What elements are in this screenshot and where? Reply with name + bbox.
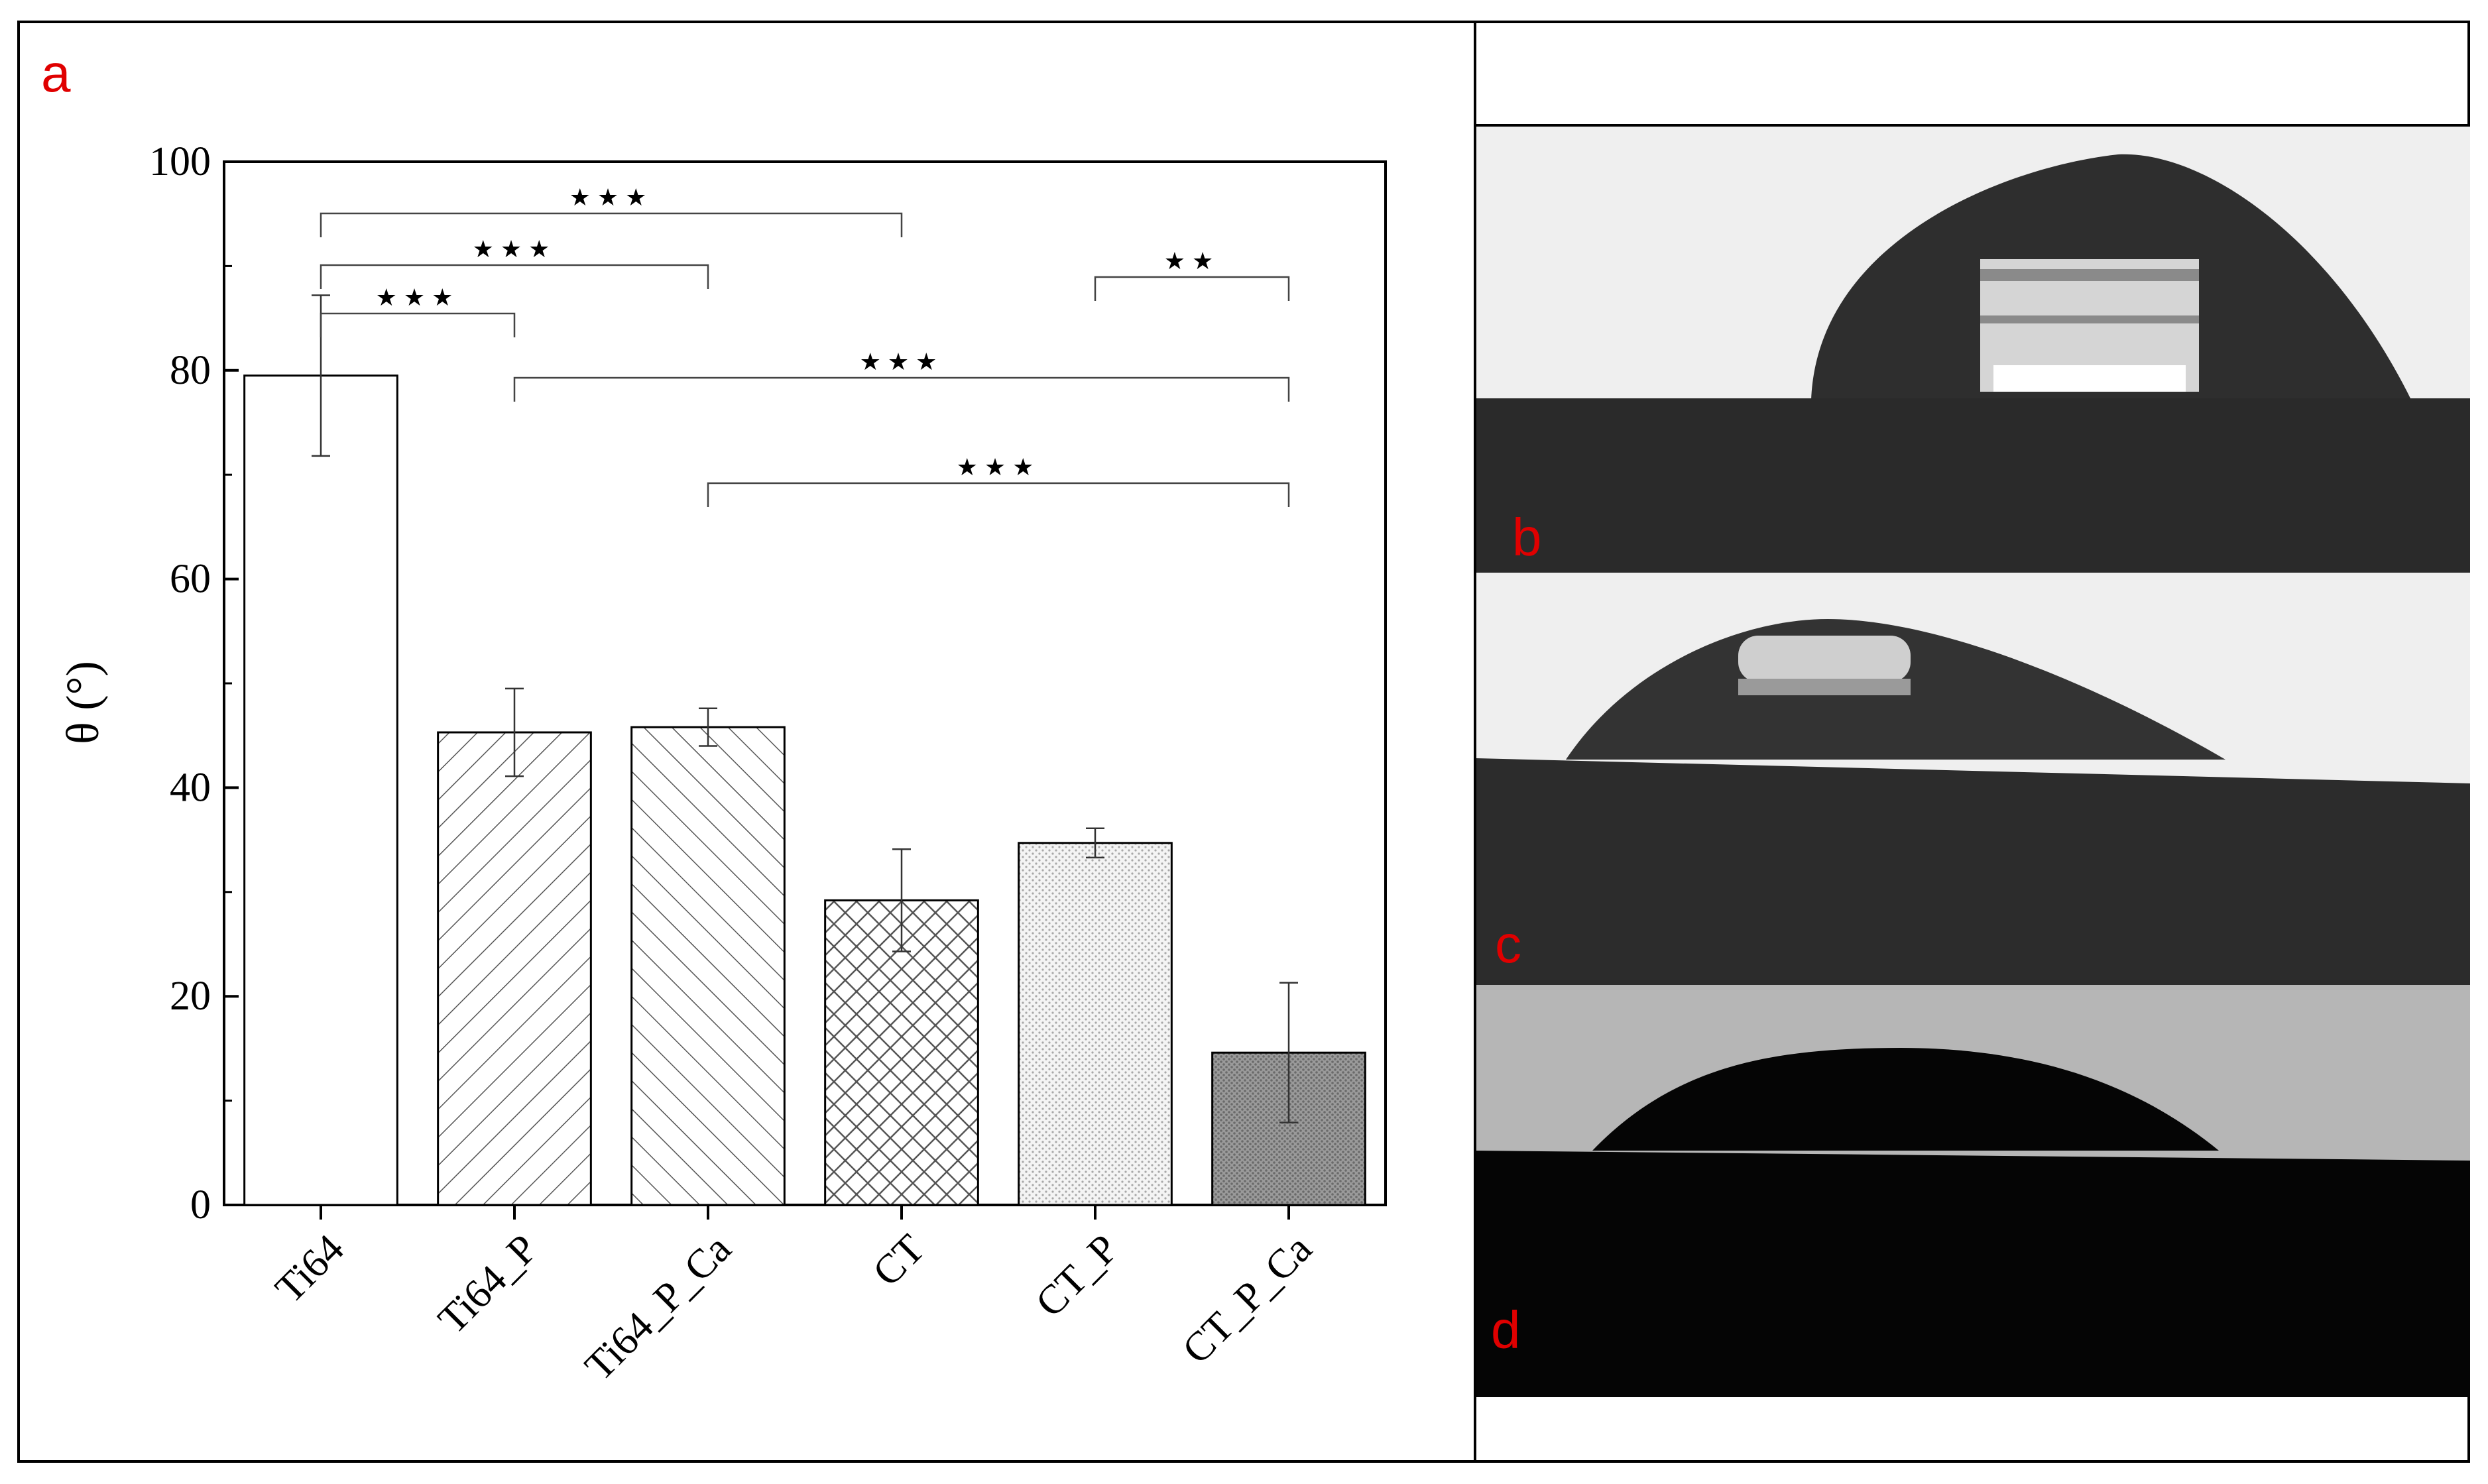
panel-label-a: a [41, 44, 71, 103]
panel-label-c: c [1495, 915, 1521, 974]
significance-stars: ★★★ [957, 454, 1041, 481]
y-tick-label: 0 [190, 1182, 211, 1227]
y-tick-label: 80 [170, 348, 211, 393]
bar-ti64 [243, 374, 398, 1206]
panel-label-d: d [1491, 1300, 1521, 1359]
x-tick-label: Ti64_P [430, 1226, 546, 1343]
significance-stars: ★★★ [860, 349, 944, 376]
significance-stars: ★★★ [376, 284, 460, 312]
x-tick-label: Ti64_P_Ca [577, 1226, 740, 1389]
significance-stars: ★★★ [473, 236, 557, 263]
significance-bracket [513, 376, 1290, 402]
droplet-photo-c: c [1476, 573, 2470, 985]
droplet-photo-b: b [1476, 127, 2470, 573]
contact-angle-bar-chart: a 0 20 40 60 80 100 Ti64 Ti64_P Ti64_P_Ca CT CT_P C… [41, 44, 1387, 1389]
y-tick-label: 20 [170, 974, 211, 1019]
significance-bracket [1094, 276, 1290, 301]
x-tick-label: CT_P [1027, 1226, 1126, 1326]
panel-label-b: b [1512, 508, 1542, 567]
x-tick-label: Ti64 [267, 1226, 353, 1312]
droplet-photo-d: d [1476, 985, 2470, 1397]
panel-divider-horizontal [1474, 124, 2470, 127]
significance-bracket [320, 264, 709, 289]
significance-bracket [320, 212, 903, 237]
significance-bracket [707, 482, 1290, 507]
x-tick-label: CT_P_Ca [1174, 1226, 1321, 1373]
significance-bracket [320, 312, 516, 337]
bar-ti64_p_ca [630, 726, 786, 1206]
x-tick-label: CT [864, 1226, 933, 1295]
y-tick-label: 60 [170, 557, 211, 602]
significance-stars: ★★★ [569, 184, 654, 211]
y-tick-label: 40 [170, 765, 211, 810]
bar-ct_p [1018, 842, 1173, 1206]
y-axis-label: θ (°) [58, 661, 109, 744]
panel-divider-vertical [1474, 21, 1476, 1463]
significance-stars: ★★ [1164, 248, 1220, 275]
y-tick-label: 100 [149, 139, 211, 184]
bar-ti64_p [437, 731, 592, 1206]
